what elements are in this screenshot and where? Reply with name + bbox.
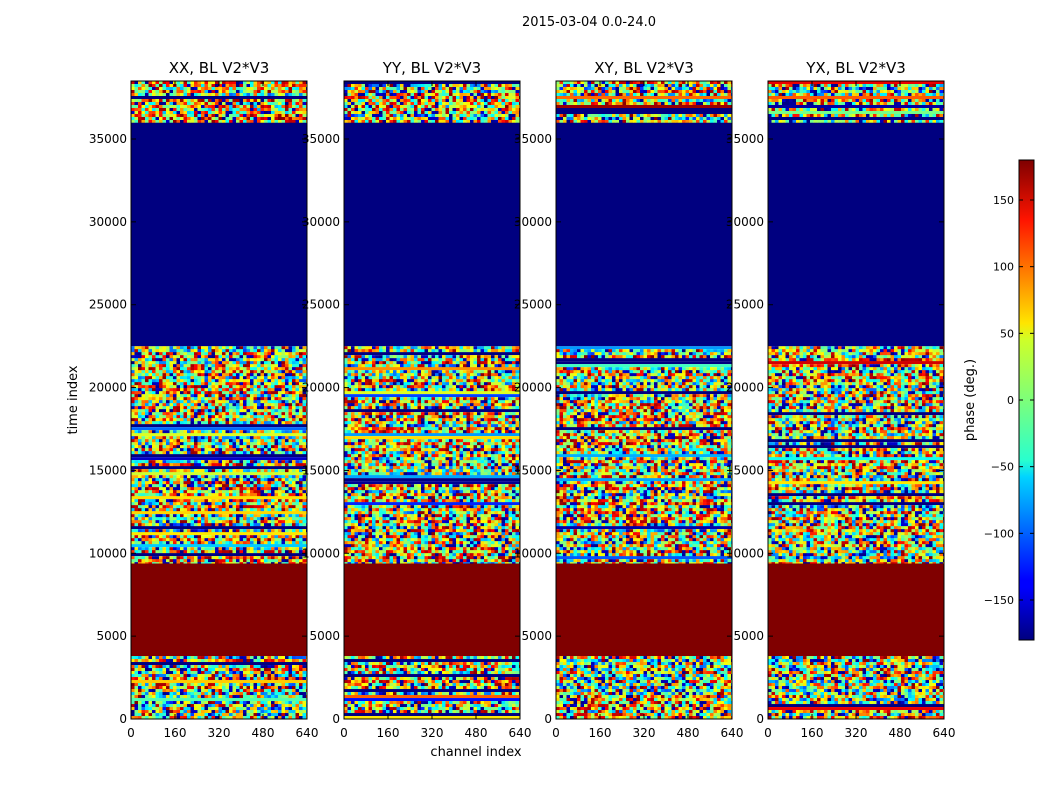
x-tick-label: 320 xyxy=(845,726,868,740)
y-tick-label: 0 xyxy=(756,712,764,726)
y-tick-label: 0 xyxy=(119,712,127,726)
x-tick-label: 160 xyxy=(377,726,400,740)
colorbar-tick-label: −100 xyxy=(984,527,1014,540)
y-tick-label: 20000 xyxy=(726,381,764,395)
x-tick-label: 320 xyxy=(633,726,656,740)
panel-3: XY, BL V2*V3 0 160 320 480 640 0 5000 10000 15000… xyxy=(514,59,744,740)
y-tick-label: 25000 xyxy=(89,298,127,312)
x-tick-label: 320 xyxy=(208,726,231,740)
y-tick-label: 35000 xyxy=(726,132,764,146)
x-tick-label: 160 xyxy=(589,726,612,740)
y-tick-label: 0 xyxy=(332,712,340,726)
colorbar: −150 −100 −50 0 50 100 150 phase (deg.) xyxy=(963,160,1034,640)
y-tick-label: 10000 xyxy=(726,546,764,560)
colorbar-tick-label: −50 xyxy=(991,461,1014,474)
panels: XX, BL V2*V3 0 160 320 480 640 0 5000 10000 15000… xyxy=(89,59,956,740)
y-tick-label: 25000 xyxy=(514,298,552,312)
y-tick-label: 30000 xyxy=(726,215,764,229)
y-tick-label: 10000 xyxy=(89,546,127,560)
y-tick-label: 15000 xyxy=(726,463,764,477)
x-tick-label: 0 xyxy=(552,726,560,740)
heatmap-image xyxy=(344,81,520,719)
colorbar-tick-label: 150 xyxy=(993,194,1014,207)
y-tick-label: 35000 xyxy=(514,132,552,146)
figure-title: 2015-03-04 0.0-24.0 xyxy=(522,15,656,30)
heatmap-image xyxy=(556,81,732,719)
x-tick-label: 640 xyxy=(296,726,319,740)
x-axis-label: channel index xyxy=(430,745,521,760)
x-tick-label: 640 xyxy=(721,726,744,740)
x-tick-label: 0 xyxy=(127,726,135,740)
y-tick-label: 30000 xyxy=(89,215,127,229)
y-tick-label: 10000 xyxy=(514,546,552,560)
y-axis-label: time index xyxy=(66,365,81,434)
x-tick-label: 640 xyxy=(509,726,532,740)
x-tick-label: 0 xyxy=(340,726,348,740)
y-tick-label: 5000 xyxy=(521,629,552,643)
figure: 2015-03-04 0.0-24.0 XX, BL V2*V3 0 160 320 4… xyxy=(0,0,1050,800)
panel-2: YY, BL V2*V3 0 160 320 480 640 0 5000 10000 15000… xyxy=(302,59,532,740)
x-tick-label: 0 xyxy=(764,726,772,740)
y-tick-label: 15000 xyxy=(514,463,552,477)
y-tick-label: 30000 xyxy=(302,215,340,229)
panel-title: XY, BL V2*V3 xyxy=(594,59,694,77)
heatmap-image xyxy=(131,81,307,719)
x-tick-label: 480 xyxy=(465,726,488,740)
x-tick-label: 480 xyxy=(252,726,275,740)
y-tick-label: 15000 xyxy=(302,463,340,477)
y-tick-label: 25000 xyxy=(726,298,764,312)
colorbar-label: phase (deg.) xyxy=(963,359,978,441)
y-tick-label: 35000 xyxy=(89,132,127,146)
y-tick-label: 5000 xyxy=(309,629,340,643)
panel-title: XX, BL V2*V3 xyxy=(169,59,270,77)
colorbar-tick-label: 0 xyxy=(1007,394,1014,407)
y-tick-label: 20000 xyxy=(302,381,340,395)
panel-title: YY, BL V2*V3 xyxy=(382,59,481,77)
colorbar-tick-label: 50 xyxy=(1000,327,1014,340)
x-tick-label: 320 xyxy=(421,726,444,740)
panel-title: YX, BL V2*V3 xyxy=(805,59,906,77)
colorbar-tick-label: −150 xyxy=(984,594,1014,607)
x-tick-label: 160 xyxy=(164,726,187,740)
colorbar-tick-label: 100 xyxy=(993,261,1014,274)
y-tick-label: 35000 xyxy=(302,132,340,146)
y-tick-label: 20000 xyxy=(89,381,127,395)
heatmap-image xyxy=(768,81,944,719)
panel-1: XX, BL V2*V3 0 160 320 480 640 0 5000 10000 15000… xyxy=(89,59,319,740)
y-tick-label: 30000 xyxy=(514,215,552,229)
y-tick-label: 5000 xyxy=(733,629,764,643)
x-tick-label: 480 xyxy=(889,726,912,740)
y-tick-label: 5000 xyxy=(96,629,127,643)
y-tick-label: 0 xyxy=(544,712,552,726)
x-tick-label: 160 xyxy=(801,726,824,740)
x-tick-label: 640 xyxy=(933,726,956,740)
y-tick-label: 20000 xyxy=(514,381,552,395)
y-tick-label: 15000 xyxy=(89,463,127,477)
panel-4: YX, BL V2*V3 0 160 320 480 640 0 5000 10000 15000… xyxy=(726,59,956,740)
y-tick-label: 25000 xyxy=(302,298,340,312)
y-tick-label: 10000 xyxy=(302,546,340,560)
x-tick-label: 480 xyxy=(677,726,700,740)
